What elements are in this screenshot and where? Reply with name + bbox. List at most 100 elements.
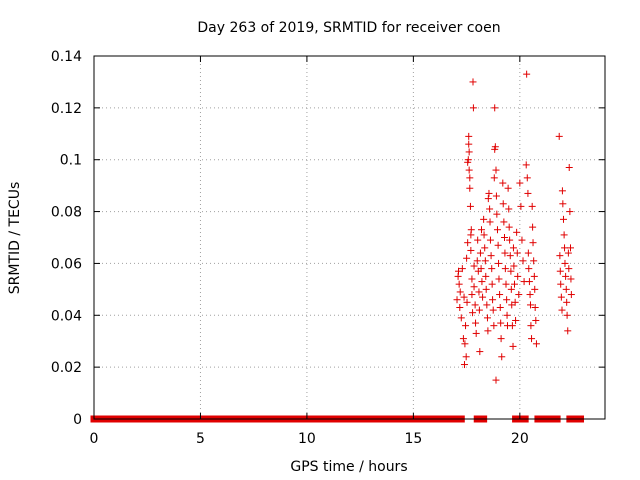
data-point	[498, 353, 506, 361]
data-point	[482, 272, 490, 280]
data-point	[462, 353, 470, 361]
data-point	[499, 200, 507, 208]
chart-title: Day 263 of 2019, SRMTID for receiver coe…	[197, 20, 500, 36]
data-point	[493, 226, 501, 234]
data-point	[525, 278, 533, 286]
y-tick-label: 0.06	[51, 256, 82, 272]
data-point	[473, 257, 481, 265]
data-point	[476, 348, 484, 356]
data-point	[491, 143, 499, 151]
data-point	[494, 241, 502, 249]
data-point	[491, 104, 499, 112]
data-point	[464, 156, 472, 164]
y-tick-labels: 0 0.02 0.04 0.06 0.08 0.1 0.12 0.14	[51, 49, 82, 428]
data-point	[511, 280, 519, 288]
data-point	[461, 340, 469, 348]
data-point	[456, 288, 464, 296]
data-point	[512, 316, 520, 324]
data-point	[465, 166, 473, 174]
data-point	[466, 184, 474, 192]
data-point	[519, 257, 527, 265]
data-point	[493, 210, 501, 218]
data-point	[492, 192, 500, 200]
data-point	[503, 311, 511, 319]
data-point	[465, 148, 473, 156]
data-point	[475, 288, 483, 296]
data-point	[483, 314, 491, 322]
data-point	[487, 252, 495, 260]
data-point	[507, 285, 515, 293]
data-point	[469, 104, 477, 112]
data-points	[453, 70, 575, 384]
data-point	[528, 202, 536, 210]
data-point	[531, 304, 539, 312]
data-point	[477, 265, 485, 273]
data-point	[504, 184, 512, 192]
data-point	[462, 322, 470, 330]
data-point	[557, 280, 565, 288]
data-point	[468, 275, 476, 283]
axis-ticks	[93, 55, 605, 420]
data-point	[472, 319, 480, 327]
x-tick-label: 15	[404, 431, 422, 447]
data-point	[529, 239, 537, 247]
data-point	[484, 327, 492, 335]
data-point	[465, 140, 473, 148]
data-point	[489, 306, 497, 314]
data-point	[567, 244, 575, 252]
data-point	[513, 228, 521, 236]
data-point	[514, 272, 522, 280]
data-point	[497, 319, 505, 327]
data-point	[470, 262, 478, 270]
data-point	[458, 265, 466, 273]
data-point	[455, 280, 463, 288]
data-point	[496, 291, 504, 299]
data-point	[481, 257, 489, 265]
data-point	[501, 234, 509, 241]
data-point	[467, 226, 475, 234]
data-point	[480, 215, 488, 223]
y-tick-label: 0.14	[51, 49, 82, 65]
data-point	[466, 202, 474, 210]
data-point	[464, 239, 472, 247]
data-point	[526, 291, 534, 299]
data-point	[502, 280, 510, 288]
data-point	[488, 280, 496, 288]
data-point	[456, 304, 464, 312]
data-point	[566, 208, 574, 216]
data-point	[486, 205, 494, 213]
data-point	[558, 187, 566, 195]
data-point	[499, 179, 507, 187]
data-point	[524, 249, 532, 257]
data-point	[555, 132, 563, 140]
data-point	[530, 272, 538, 280]
data-point	[476, 249, 484, 257]
data-point	[526, 301, 534, 309]
data-point	[507, 267, 515, 275]
data-point	[563, 311, 571, 319]
x-axis-label: GPS time / hours	[290, 459, 407, 475]
data-point	[525, 265, 533, 273]
data-point	[478, 226, 486, 234]
data-point	[486, 236, 494, 244]
data-point	[511, 298, 519, 306]
data-point	[518, 236, 526, 244]
data-point	[530, 257, 538, 265]
data-point	[460, 293, 468, 301]
data-point	[480, 231, 488, 239]
data-point	[500, 218, 508, 226]
data-point	[489, 296, 497, 304]
data-point	[532, 340, 540, 348]
data-point	[562, 272, 570, 280]
data-point	[528, 335, 536, 343]
data-point	[506, 236, 514, 244]
data-point	[503, 296, 511, 304]
data-point	[467, 246, 475, 254]
data-point	[486, 218, 494, 226]
y-tick-label: 0.12	[51, 101, 82, 117]
data-point	[510, 262, 518, 270]
data-point	[481, 244, 489, 252]
data-point	[556, 252, 564, 260]
x-tick-label: 0	[90, 431, 99, 447]
data-point	[508, 322, 516, 330]
